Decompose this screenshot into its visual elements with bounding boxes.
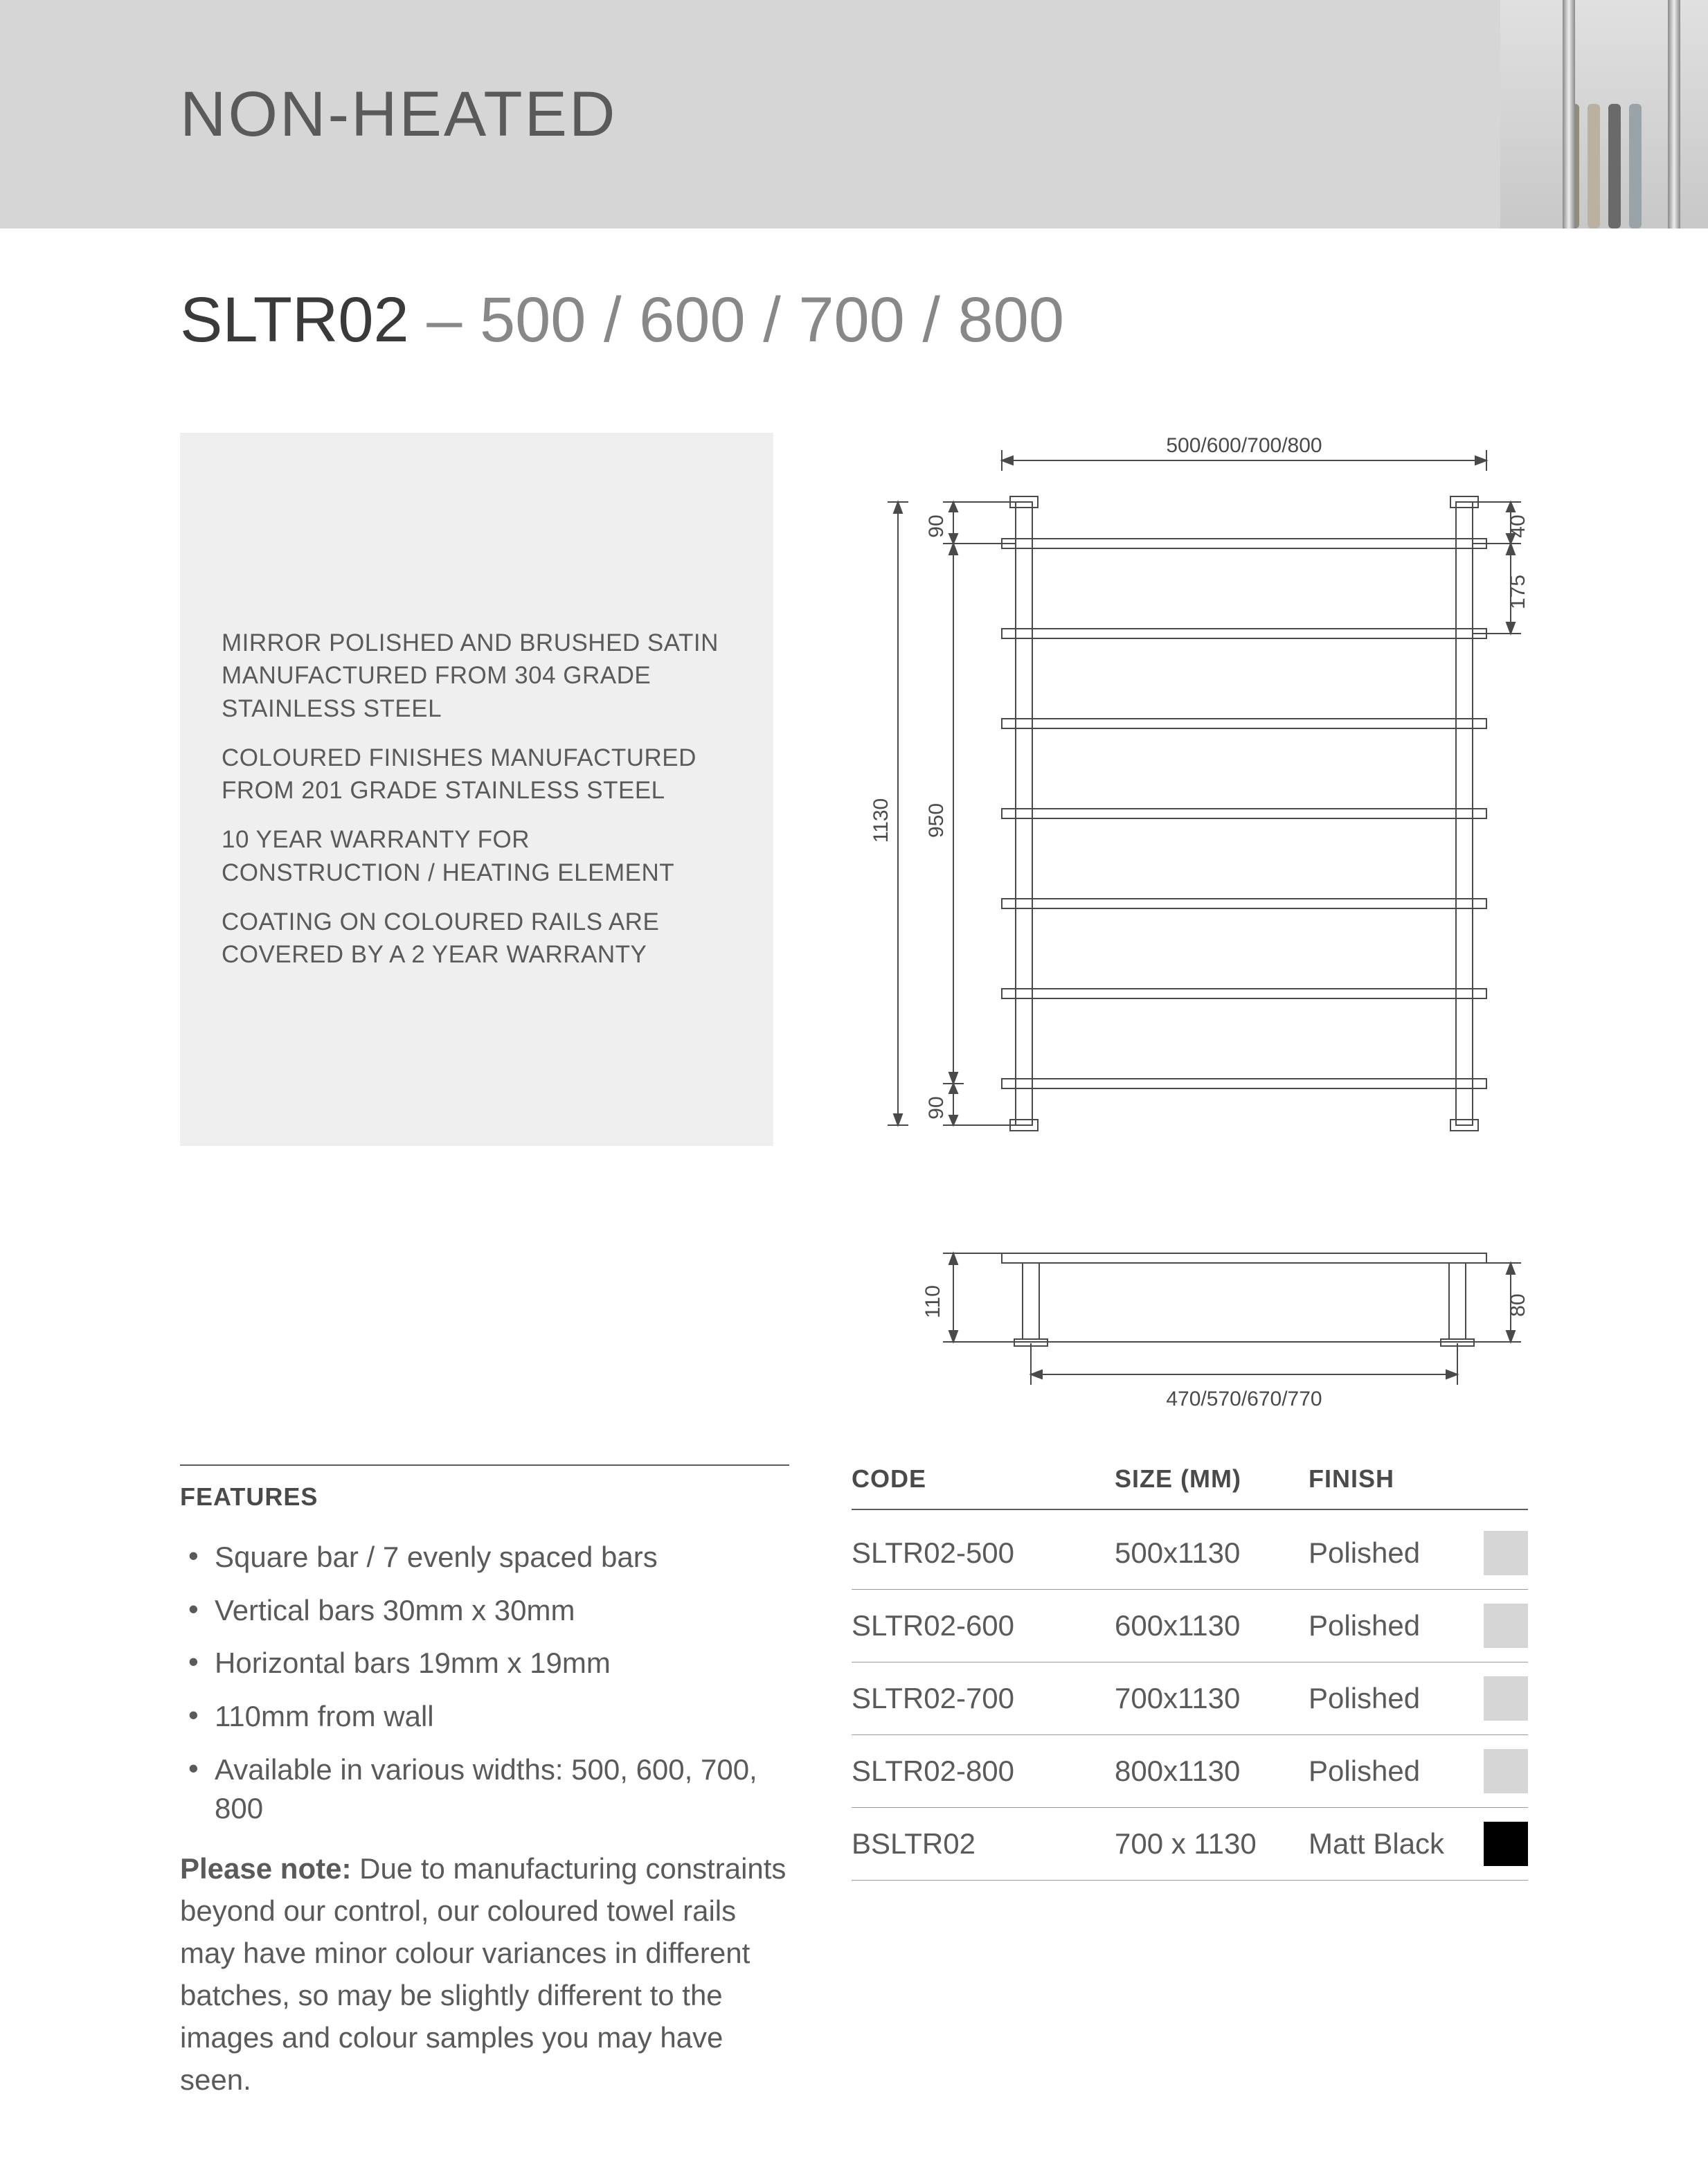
- towel: [1608, 104, 1621, 228]
- table-row: BSLTR02700 x 1130Matt Black: [852, 1808, 1528, 1881]
- desc-line: MIRROR POLISHED AND BRUSHED SATIN MANUFA…: [222, 627, 732, 725]
- finish-swatch: [1484, 1531, 1528, 1575]
- cell-code: SLTR02-800: [852, 1755, 1115, 1788]
- cell-finish: Polished: [1309, 1755, 1484, 1788]
- features-note: Please note: Due to manufacturing constr…: [180, 1848, 789, 2101]
- dim-standoff: 80: [1507, 1293, 1528, 1316]
- towels-illustration: [1567, 104, 1642, 228]
- table-row: SLTR02-500500x1130Polished: [852, 1517, 1528, 1590]
- rail-bar: [1002, 539, 1486, 548]
- technical-diagrams: 500/600/700/800: [836, 433, 1528, 1416]
- table-row: SLTR02-600600x1130Polished: [852, 1590, 1528, 1662]
- dim-depth: 110: [922, 1285, 944, 1318]
- feature-item: Vertical bars 30mm x 30mm: [180, 1584, 789, 1638]
- cell-code: BSLTR02: [852, 1827, 1115, 1860]
- rail-bar: [1002, 809, 1486, 818]
- note-label: Please note:: [180, 1852, 351, 1885]
- dim-right-gap: 175: [1507, 575, 1528, 609]
- table-header-row: CODE SIZE (MM) FINISH: [852, 1464, 1528, 1510]
- rail-bar: [1002, 719, 1486, 728]
- feature-item: 110mm from wall: [180, 1690, 789, 1743]
- desc-line: 10 YEAR WARRANTY FOR CONSTRUCTION / HEAT…: [222, 823, 732, 889]
- product-code: SLTR02: [180, 285, 409, 355]
- cell-finish: Polished: [1309, 1609, 1484, 1642]
- dim-width: 500/600/700/800: [1166, 434, 1322, 457]
- header-band: NON-HEATED: [0, 0, 1708, 228]
- cell-size: 600x1130: [1115, 1609, 1309, 1642]
- content: SLTR02 – 500 / 600 / 700 / 800 MIRROR PO…: [0, 228, 1708, 2170]
- header-product-photo: [1500, 0, 1708, 228]
- rail-bar: [1002, 989, 1486, 998]
- description-box: MIRROR POLISHED AND BRUSHED SATIN MANUFA…: [180, 433, 773, 1146]
- rail-bar: [1002, 899, 1486, 908]
- cell-finish: Polished: [1309, 1536, 1484, 1570]
- spec-table: CODE SIZE (MM) FINISH SLTR02-500500x1130…: [852, 1464, 1528, 2101]
- col-header-finish: FINISH: [1309, 1464, 1528, 1494]
- cell-size: 700 x 1130: [1115, 1827, 1309, 1860]
- product-variants: – 500 / 600 / 700 / 800: [409, 285, 1064, 355]
- divider: [180, 1464, 789, 1466]
- finish-swatch: [1484, 1676, 1528, 1721]
- feature-item: Available in various widths: 500, 600, 7…: [180, 1743, 789, 1836]
- desc-line: COLOURED FINISHES MANUFACTURED FROM 201 …: [222, 742, 732, 807]
- finish-swatch: [1484, 1822, 1528, 1866]
- feature-item: Square bar / 7 evenly spaced bars: [180, 1531, 789, 1584]
- dim-right-top: 40: [1507, 514, 1528, 537]
- towel: [1629, 104, 1642, 228]
- cell-finish: Matt Black: [1309, 1827, 1484, 1860]
- col-header-size: SIZE (MM): [1115, 1464, 1309, 1494]
- top-plan-diagram: 110 80 470/570/670/7: [836, 1205, 1528, 1413]
- front-elevation-diagram: 500/600/700/800: [836, 433, 1528, 1160]
- desc-line: COATING ON COLOURED RAILS ARE COVERED BY…: [222, 906, 732, 971]
- features-list: Square bar / 7 evenly spaced bars Vertic…: [180, 1531, 789, 1836]
- cell-code: SLTR02-500: [852, 1536, 1115, 1570]
- cell-size: 700x1130: [1115, 1682, 1309, 1715]
- page-category-title: NON-HEATED: [180, 78, 617, 151]
- towel: [1588, 104, 1600, 228]
- feature-item: Horizontal bars 19mm x 19mm: [180, 1637, 789, 1690]
- table-row: SLTR02-800800x1130Polished: [852, 1735, 1528, 1808]
- cell-code: SLTR02-700: [852, 1682, 1115, 1715]
- features-heading: FEATURES: [180, 1482, 789, 1512]
- table-row: SLTR02-700700x1130Polished: [852, 1662, 1528, 1735]
- dim-bottom-margin: 90: [925, 1096, 948, 1119]
- rail-bar: [1002, 1079, 1486, 1088]
- rail-bar: [1002, 629, 1486, 638]
- cell-size: 500x1130: [1115, 1536, 1309, 1570]
- col-header-code: CODE: [852, 1464, 1115, 1494]
- dim-top-margin: 90: [925, 514, 948, 537]
- dim-height-outer: 1130: [870, 798, 892, 843]
- finish-swatch: [1484, 1604, 1528, 1648]
- dim-base-width: 470/570/670/770: [1166, 1388, 1322, 1410]
- cell-size: 800x1130: [1115, 1755, 1309, 1788]
- cell-finish: Polished: [1309, 1682, 1484, 1715]
- dim-height-inner: 950: [925, 803, 948, 838]
- finish-swatch: [1484, 1749, 1528, 1793]
- product-title: SLTR02 – 500 / 600 / 700 / 800: [180, 284, 1528, 357]
- note-body: Due to manufacturing constraints beyond …: [180, 1852, 786, 2095]
- cell-code: SLTR02-600: [852, 1609, 1115, 1642]
